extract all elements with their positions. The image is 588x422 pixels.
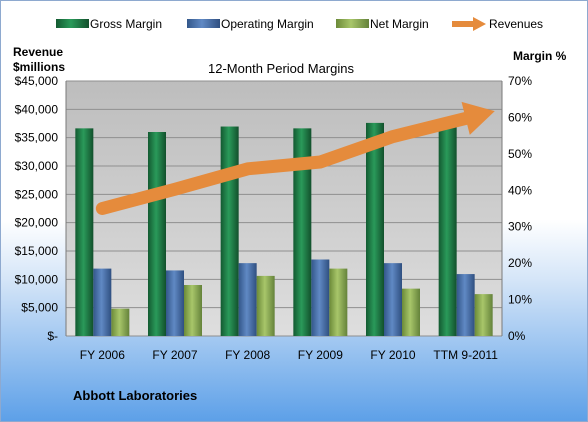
right-tick-label: 40% — [508, 183, 532, 197]
x-tick-label: FY 2010 — [370, 348, 415, 362]
x-tick-label: FY 2009 — [298, 348, 343, 362]
net-margin-bar — [111, 308, 130, 336]
chart-title: 12-Month Period Margins — [208, 61, 354, 76]
gross-margin-bar — [220, 126, 239, 337]
left-tick-label: $20,000 — [15, 216, 59, 230]
x-tick-label: FY 2006 — [80, 348, 125, 362]
right-axis-label: Margin % — [513, 49, 567, 63]
net-margin-bar — [474, 294, 493, 336]
legend-swatch-net — [336, 19, 369, 28]
left-tick-label: $5,000 — [21, 301, 58, 315]
left-tick-label: $15,000 — [15, 244, 59, 258]
operating-margin-bar — [166, 270, 184, 336]
operating-margin-bar — [384, 263, 402, 336]
legend: Gross Margin Operating Margin Net Margin… — [56, 17, 543, 31]
left-tick-label: $35,000 — [15, 131, 59, 145]
left-tick-label: $- — [47, 329, 58, 343]
legend-label-net: Net Margin — [370, 17, 429, 31]
gross-margin-bar — [366, 122, 384, 337]
left-tick-label: $10,000 — [15, 272, 59, 286]
legend-swatch-operating — [187, 19, 220, 28]
legend-arrow-icon — [473, 17, 486, 31]
net-margin-bar — [402, 288, 420, 336]
net-margin-bar — [329, 268, 348, 336]
gross-margin-bar — [75, 128, 94, 336]
left-tick-label: $45,000 — [15, 74, 59, 88]
legend-label-gross: Gross Margin — [90, 17, 162, 31]
legend-label-revenues: Revenues — [489, 17, 543, 31]
right-tick-label: 30% — [508, 220, 532, 234]
revenues-line — [95, 111, 473, 215]
left-axis-label-line2: $millions — [13, 60, 65, 74]
x-axis: FY 2006 FY 2007 FY 2008 FY 2009 FY 2010 TTM 9… — [80, 348, 498, 362]
left-tick-label: $30,000 — [15, 159, 59, 173]
revenue-line — [95, 101, 495, 215]
gross-margin-bar — [293, 128, 312, 336]
net-margin-bar — [184, 285, 202, 336]
right-tick-label: 10% — [508, 293, 532, 307]
company-name: Abbott Laboratories — [73, 388, 198, 403]
right-axis: 0% 10% 20% 30% 40% 50% 60% 70% — [501, 74, 532, 343]
right-tick-label: 50% — [508, 147, 532, 161]
right-tick-label: 20% — [508, 256, 532, 270]
right-tick-label: 0% — [508, 329, 526, 343]
x-tick-label: FY 2008 — [225, 348, 270, 362]
bars — [75, 122, 493, 337]
x-tick-label: FY 2007 — [152, 348, 197, 362]
right-tick-label: 70% — [508, 74, 532, 88]
x-tick-label: TTM 9-2011 — [433, 348, 498, 362]
gross-margin-bar — [438, 122, 457, 337]
operating-margin-bar — [93, 268, 112, 336]
left-axis: $- $5,000 $10,000 $15,000 $20,000 $25,000 $30,… — [15, 74, 67, 343]
revenues-arrowhead — [461, 101, 495, 135]
legend-label-operating: Operating Margin — [221, 17, 314, 31]
net-margin-bar — [256, 275, 275, 336]
left-tick-label: $40,000 — [15, 102, 59, 116]
left-tick-label: $25,000 — [15, 187, 59, 201]
right-tick-label: 60% — [508, 110, 532, 124]
operating-margin-bar — [238, 263, 257, 336]
gross-margin-bar — [148, 132, 166, 336]
operating-margin-bar — [456, 274, 475, 336]
operating-margin-bar — [311, 259, 330, 336]
left-axis-label-line1: Revenue — [13, 45, 63, 59]
legend-swatch-gross — [56, 19, 89, 28]
